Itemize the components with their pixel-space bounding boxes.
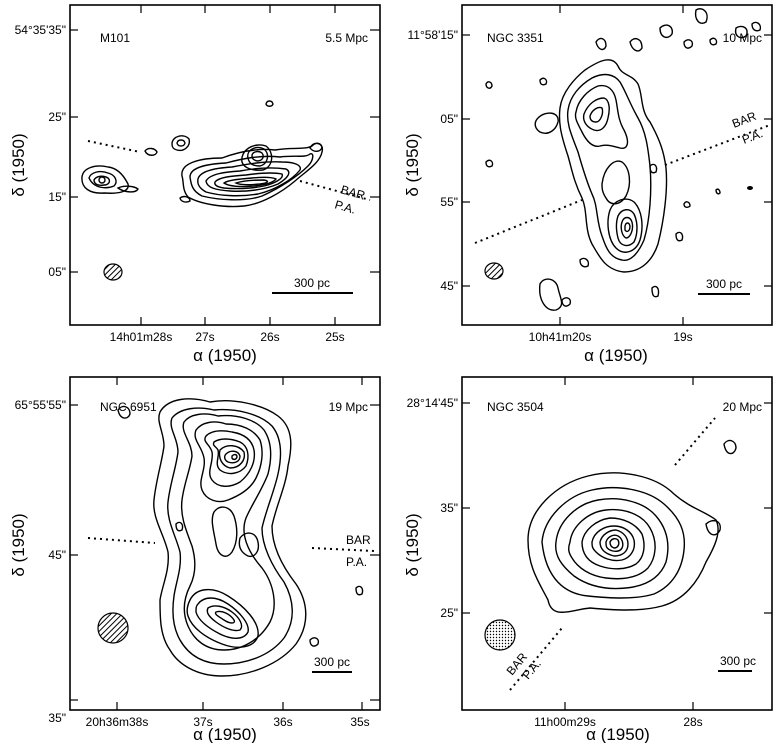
beam-ellipse [97,612,129,644]
y-tick-label: 05" [48,265,66,279]
axis-ticks [70,377,380,710]
y-tick-label: 11°58'15" [407,28,458,42]
y-tick-label: 65°55'55" [15,398,66,412]
bar-pa-line [674,417,716,466]
bar-label: BAR [346,533,371,547]
bar-label: BAR [339,182,367,202]
bar-pa-line [664,124,771,166]
axis-ticks [462,377,772,710]
plot-frame [461,4,773,326]
panel-ngc-6951: NGC 6951 19 Mpc 65°55'55" 45" 35" 20h36m… [9,376,381,743]
y-tick-label: 45" [440,279,458,293]
panel-distance: 19 Mpc [329,400,368,414]
x-tick-label: 28s [683,715,702,729]
x-tick-label: 10h41m20s [529,330,592,344]
beam-ellipse [484,619,516,651]
x-tick-label: 27s [195,330,214,344]
panel-name: NGC 6951 [100,400,157,414]
x-tick-label: 35s [350,715,369,729]
y-tick-label: 35" [48,711,66,725]
y-tick-label: 45" [48,548,66,562]
pa-label: P.A. [346,555,367,569]
y-tick-label: 25" [440,606,458,620]
y-tick-label: 05" [440,112,458,126]
axis-ticks [70,5,380,325]
x-tick-label: 25s [325,330,344,344]
intensity-contours [117,398,364,677]
y-axis-label: δ (1950) [403,513,422,576]
bar-pa-line [87,140,141,153]
panel-name: NGC 3504 [487,400,544,414]
panel-name: M101 [100,31,130,45]
axis-ticks [462,5,772,325]
x-axis-label: α (1950) [586,725,650,743]
bar-pa-line [299,180,371,201]
x-axis-label: α (1950) [193,346,257,365]
panel-ngc-3351: NGC 3351 10 Mpc 11°58'15" 05" 55" 45" 10… [403,4,773,365]
scale-bar-label: 300 pc [294,276,330,290]
x-tick-label: 26s [260,330,279,344]
panel-distance: 5.5 Mpc [325,31,368,45]
y-tick-label: 55" [440,195,458,209]
bar-pa-line [474,199,583,244]
x-tick-label: 19s [673,330,692,344]
y-axis-label: δ (1950) [9,133,28,196]
y-axis-label: δ (1950) [403,133,422,196]
intensity-contours [527,439,737,613]
bar-pa-line [311,547,375,552]
plot-frame [461,376,773,711]
y-axis-label: δ (1950) [9,513,28,576]
y-tick-label: 54°35'35" [15,23,66,37]
panel-distance: 20 Mpc [723,400,762,414]
scale-bar-label: 300 pc [706,277,742,291]
x-tick-label: 11h00m29s [534,715,596,729]
pa-label: P.A. [333,197,357,216]
bar-pa-line [87,537,156,544]
x-tick-label: 37s [193,715,212,729]
scale-bar-label: 300 pc [720,654,756,668]
panel-ngc-3504: NGC 3504 20 Mpc 28°14'45" 35" 25" 11h00m… [403,376,773,743]
x-axis-label: α (1950) [193,725,257,743]
y-tick-label: 35" [440,501,458,515]
bar-pa-line [509,627,563,691]
intensity-contours [81,100,324,208]
y-tick-label: 15" [48,190,66,204]
x-tick-label: 14h01m28s [110,330,173,344]
plot-frame [69,376,381,711]
x-tick-label: 36s [273,715,292,729]
y-tick-label: 25" [48,110,66,124]
scale-bar-label: 300 pc [314,655,350,669]
intensity-contours [485,8,762,311]
x-axis-label: α (1950) [584,346,648,365]
plot-frame [69,4,381,326]
panel-m101: M101 5.5 Mpc 54°35'35" 25" 15" 05" 14h01… [9,4,381,365]
panel-name: NGC 3351 [487,31,544,45]
beam-ellipse [484,262,504,280]
y-tick-label: 28°14'45" [407,396,458,410]
beam-ellipse [103,263,123,281]
x-tick-label: 20h36m38s [86,715,149,729]
